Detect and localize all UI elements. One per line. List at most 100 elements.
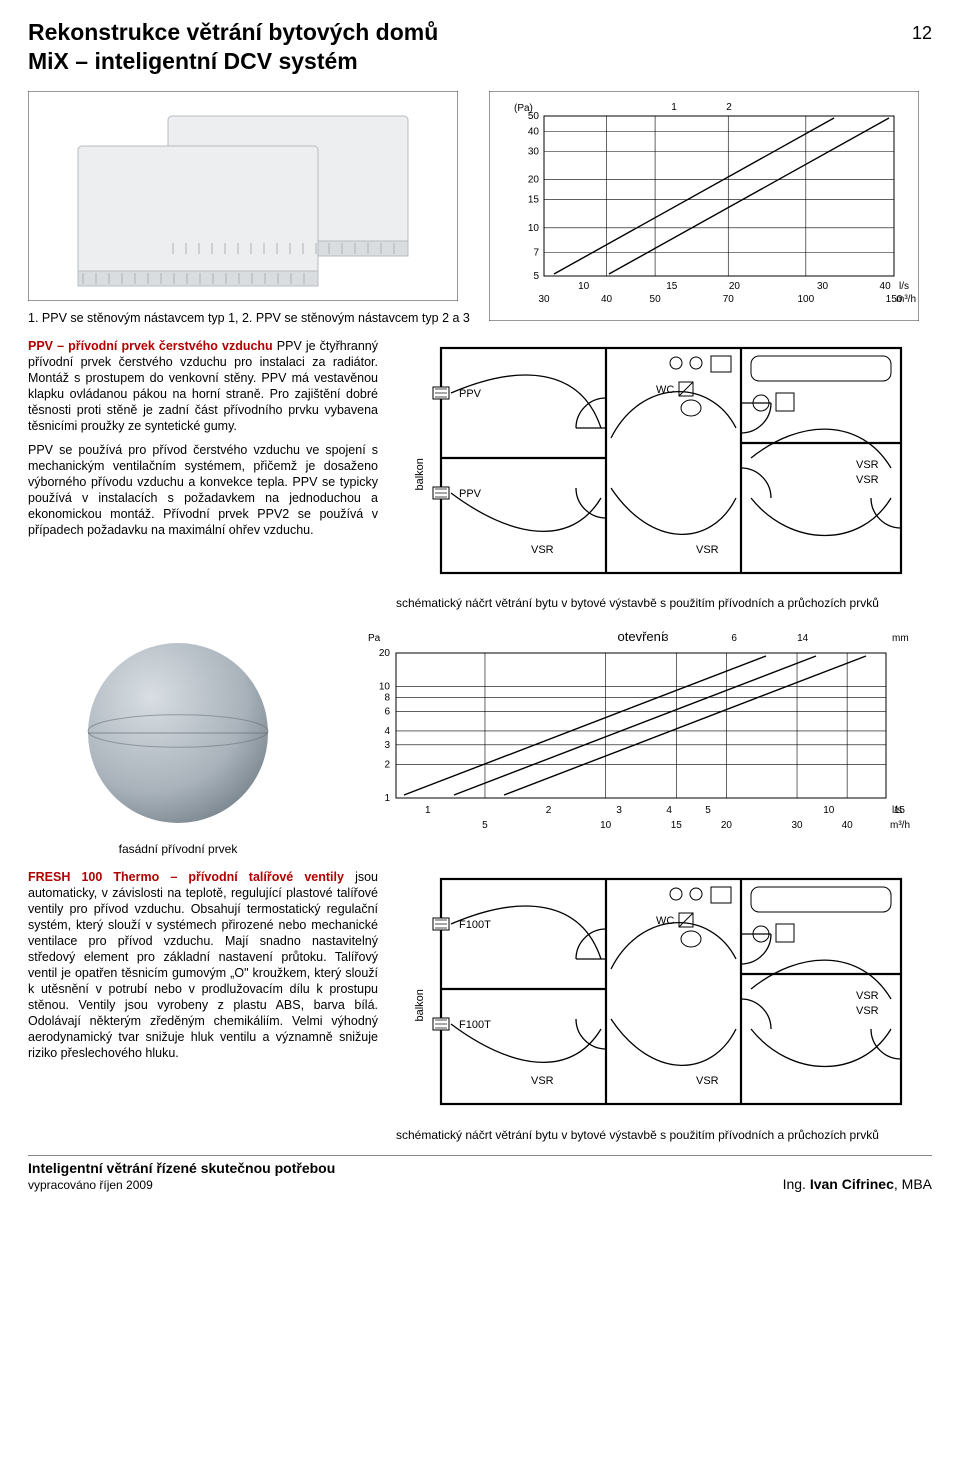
svg-text:Pa: Pa [368,633,381,644]
svg-text:1: 1 [425,805,431,816]
fresh-p: FRESH 100 Thermo – přívodní talířové ven… [28,869,378,1061]
floorplan-ppv: balkonWCPPVPPVVSRVSRVSRVSR [396,338,916,588]
svg-text:2: 2 [546,805,552,816]
svg-text:20: 20 [721,820,733,831]
svg-text:40: 40 [842,820,854,831]
fig-floorplan-fresh: balkonWCF100TF100TVSRVSRVSRVSR schématic… [396,869,932,1143]
svg-text:30: 30 [528,146,540,157]
fresh-text: FRESH 100 Thermo – přívodní talířové ven… [28,869,378,1143]
svg-text:40: 40 [528,126,540,137]
svg-text:VSR: VSR [856,459,879,471]
ppv-chart: 57101520304050304050701001501015203040(P… [489,91,919,321]
svg-text:4: 4 [666,805,672,816]
title-main: Rekonstrukce větrání bytových domů [28,18,438,47]
svg-text:l/s: l/s [899,281,909,292]
fig-valve: fasádní přívodní prvek [28,623,328,857]
svg-text:8: 8 [384,693,390,704]
svg-text:3: 3 [663,633,669,644]
svg-text:5: 5 [533,271,539,282]
footer-right-pre: Ing. [783,1176,810,1192]
fig-product: 1. PPV se stěnovým nástavcem typ 1, 2. P… [28,91,471,326]
svg-text:100: 100 [797,294,814,305]
row-figures-2: fasádní přívodní prvek otevřeníPa1234681… [28,623,932,857]
svg-text:VSR: VSR [531,544,554,556]
fig-chart-valve: otevřeníPa123468102051015203040123451015… [346,623,932,857]
ppv-p1: PPV – přívodní prvek čerstvého vzduchu P… [28,338,378,434]
row-figures-1: 1. PPV se stěnovým nástavcem typ 1, 2. P… [28,91,932,326]
svg-text:10: 10 [823,805,835,816]
ppv-p2: PPV se používá pro přívod čerstvého vzdu… [28,442,378,538]
svg-text:10: 10 [528,223,540,234]
valve-chart: otevřeníPa123468102051015203040123451015… [346,623,926,848]
title-sub: MiX – inteligentní DCV systém [28,47,438,76]
svg-text:F100T: F100T [459,1019,491,1031]
product-illustration [28,91,458,301]
footer-right-suf: , MBA [894,1176,932,1192]
ppv-head: PPV – přívodní prvek čerstvého vzduchu [28,339,273,353]
svg-text:20: 20 [379,648,391,659]
svg-text:10: 10 [600,820,612,831]
svg-text:10: 10 [578,281,590,292]
floorplan-ppv-caption: schématický náčrt větrání bytu v bytové … [396,596,932,611]
svg-text:otevření: otevření [618,629,665,644]
svg-text:F100T: F100T [459,919,491,931]
svg-text:40: 40 [601,294,613,305]
page-number: 12 [912,22,932,45]
svg-text:5: 5 [705,805,711,816]
fresh-p-body: jsou automaticky, v závislosti na teplot… [28,870,378,1060]
svg-text:30: 30 [538,294,550,305]
svg-text:20: 20 [528,175,540,186]
svg-text:10: 10 [379,682,391,693]
floorplan-fresh-caption: schématický náčrt větrání bytu v bytové … [396,1128,932,1143]
svg-text:m³/h: m³/h [890,820,910,831]
svg-text:15: 15 [671,820,683,831]
svg-text:PPV: PPV [459,488,482,500]
fig-valve-caption: fasádní přívodní prvek [28,842,328,857]
svg-text:15: 15 [666,281,678,292]
floorplan-fresh: balkonWCF100TF100TVSRVSRVSRVSR [396,869,916,1119]
svg-text:4: 4 [384,726,390,737]
svg-text:50: 50 [650,294,662,305]
fig-product-caption: 1. PPV se stěnovým nástavcem typ 1, 2. P… [28,310,471,326]
svg-text:1: 1 [671,102,677,113]
svg-text:VSR: VSR [856,474,879,486]
svg-text:balkon: balkon [414,458,426,490]
svg-text:30: 30 [817,281,829,292]
page-footer: Inteligentní větrání řízené skutečnou po… [28,1155,932,1193]
svg-text:6: 6 [731,633,737,644]
svg-text:balkon: balkon [414,990,426,1022]
svg-text:l/s: l/s [892,805,902,816]
svg-text:30: 30 [791,820,803,831]
svg-text:20: 20 [729,281,741,292]
fig-floorplan-ppv: balkonWCPPVPPVVSRVSRVSRVSR schématický n… [396,338,932,612]
svg-text:6: 6 [384,707,390,718]
svg-text:2: 2 [726,102,732,113]
svg-text:m³/h: m³/h [896,294,916,305]
svg-text:(Pa): (Pa) [514,103,533,114]
valve-illustration [58,623,298,833]
ppv-text: PPV – přívodní prvek čerstvého vzduchu P… [28,338,378,612]
svg-text:mm: mm [892,633,909,644]
footer-left-sub: vypracováno říjen 2009 [28,1178,335,1193]
svg-text:VSR: VSR [856,1005,879,1017]
svg-text:2: 2 [384,760,390,771]
svg-text:70: 70 [723,294,735,305]
footer-right: Ing. Ivan Cifrinec, MBA [783,1176,932,1194]
row-ppv: PPV – přívodní prvek čerstvého vzduchu P… [28,338,932,612]
svg-text:VSR: VSR [531,1075,554,1087]
svg-text:14: 14 [797,633,809,644]
page-header: Rekonstrukce větrání bytových domů MiX –… [28,18,932,77]
row-fresh: FRESH 100 Thermo – přívodní talířové ven… [28,869,932,1143]
svg-text:5: 5 [482,820,488,831]
footer-left-main: Inteligentní větrání řízené skutečnou po… [28,1160,335,1178]
fig-chart-ppv: 57101520304050304050701001501015203040(P… [489,91,932,326]
svg-text:15: 15 [528,195,540,206]
svg-text:VSR: VSR [696,1075,719,1087]
svg-text:VSR: VSR [856,990,879,1002]
svg-text:3: 3 [384,740,390,751]
fresh-head: FRESH 100 Thermo – přívodní talířové ven… [28,870,344,884]
footer-left: Inteligentní větrání řízené skutečnou po… [28,1160,335,1193]
svg-text:PPV: PPV [459,388,482,400]
svg-text:7: 7 [533,247,539,258]
svg-text:VSR: VSR [696,544,719,556]
